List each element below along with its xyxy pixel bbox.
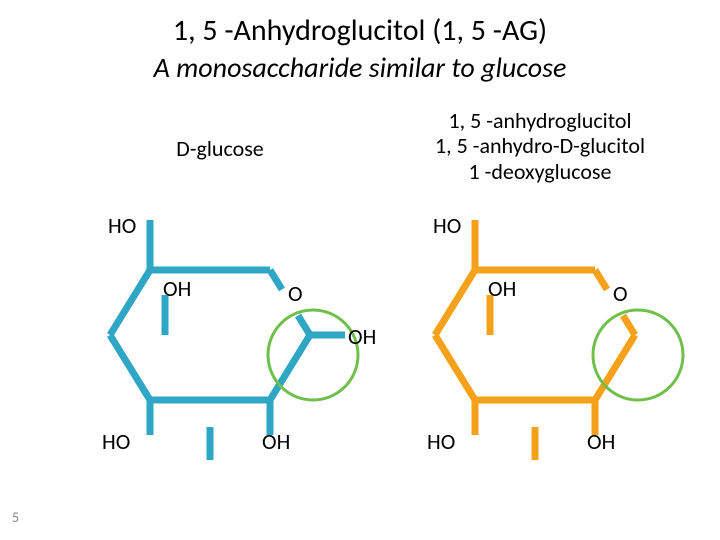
atom-o-ring: O bbox=[288, 280, 303, 307]
atom-oh-bottom: OH bbox=[587, 428, 615, 455]
atom-oh-upper: OH bbox=[488, 275, 516, 302]
atom-ho-top: HO bbox=[108, 212, 136, 239]
atom-oh-bottom: OH bbox=[262, 428, 290, 455]
atom-oh-right: OH bbox=[348, 323, 376, 350]
slide: 1, 5 -Anhydroglucitol (1, 5 -AG) A monos… bbox=[0, 0, 720, 540]
page-number: 5 bbox=[12, 509, 19, 526]
atom-ho-left: HO bbox=[427, 428, 455, 455]
atom-o-ring: O bbox=[613, 280, 628, 307]
atom-ho-left: HO bbox=[102, 428, 130, 455]
atom-ho-top: HO bbox=[433, 212, 461, 239]
structures-svg bbox=[0, 0, 720, 540]
atom-oh-upper: OH bbox=[163, 275, 191, 302]
